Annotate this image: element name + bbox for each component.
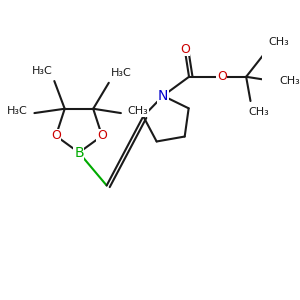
Text: CH₃: CH₃: [279, 76, 300, 86]
Text: O: O: [180, 43, 190, 56]
Text: O: O: [97, 129, 107, 142]
Text: CH₃: CH₃: [269, 38, 290, 47]
Text: O: O: [51, 129, 61, 142]
Text: CH₃: CH₃: [248, 107, 268, 117]
Text: N: N: [158, 89, 168, 103]
Text: H₃C: H₃C: [7, 106, 28, 116]
Text: H₃C: H₃C: [32, 66, 52, 76]
Text: CH₃: CH₃: [128, 106, 148, 116]
Text: H₃C: H₃C: [110, 68, 131, 78]
Text: O: O: [217, 70, 227, 83]
Text: B: B: [74, 146, 84, 160]
